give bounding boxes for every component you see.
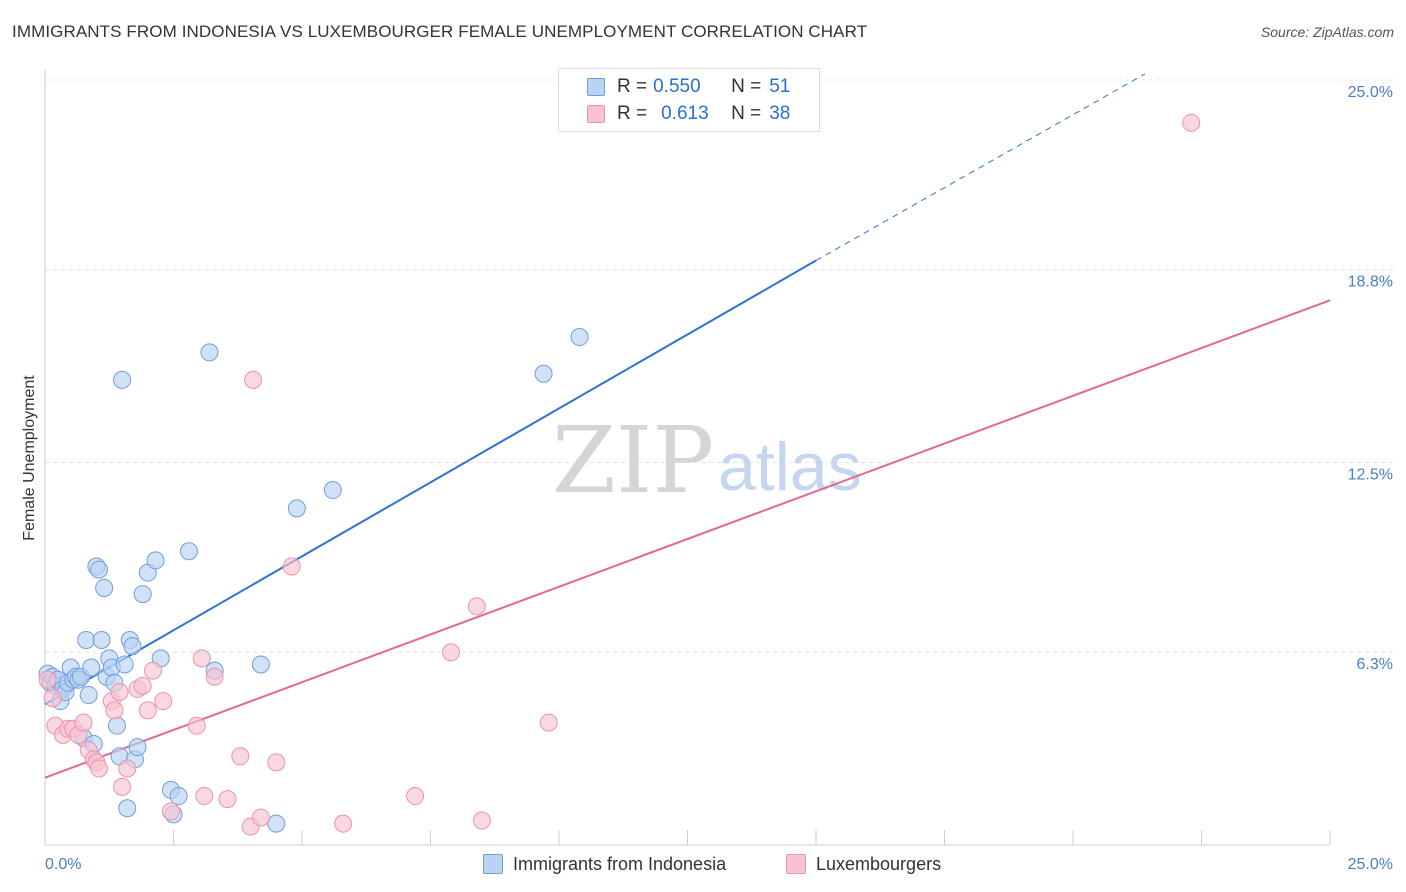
point-luxembourgers [472,811,491,830]
source-credit: Source: ZipAtlas.com [1260,24,1394,40]
point-luxembourgers [43,689,62,708]
point-luxembourgers [1182,113,1201,132]
point-indonesia [146,551,165,570]
point-indonesia [113,370,132,389]
point-luxembourgers [110,683,129,701]
x-tick-labels: 0.0% 25.0% [45,856,1393,873]
watermark-zip: ZIP [552,407,714,514]
bottom-legend-swatch-pink [786,854,806,874]
bottom-legend-label-indonesia: Immigrants from Indonesia [513,853,727,874]
legend-swatch-blue [587,78,605,96]
y-axis-label: Female Unemployment [21,375,38,541]
legend-n-value: 38 [769,103,791,124]
point-indonesia [200,343,219,362]
legend-n-label: N = [731,103,762,124]
stats-legend: R = 0.550 N = 51 R = 0.613 N = 38 [558,68,820,132]
point-luxembourgers [218,790,237,809]
point-indonesia [77,630,96,649]
bottom-legend-indonesia: Immigrants from Indonesia [483,852,726,876]
data-points [38,113,1201,836]
point-luxembourgers [467,597,486,616]
point-luxembourgers [154,692,173,711]
legend-r-value: 0.550 [653,76,701,97]
trend-lines [44,73,1331,779]
point-luxembourgers [133,676,152,695]
trend-line-luxembourgers [44,299,1331,779]
y-tick-label: 12.5% [1348,467,1393,484]
watermark-atlas: atlas [718,429,862,505]
y-tick-labels: 6.3% 12.5% 18.8% 25.0% [1348,84,1393,673]
point-indonesia [128,738,147,757]
point-luxembourgers [251,808,270,827]
point-luxembourgers [118,759,137,778]
point-indonesia [570,328,589,347]
legend-swatch-pink [587,105,605,123]
trend-line-indonesia [44,259,817,706]
point-indonesia [118,799,137,818]
point-indonesia [123,637,142,656]
point-indonesia [82,658,101,677]
chart-title: IMMIGRANTS FROM INDONESIA VS LUXEMBOURGE… [12,22,868,41]
point-luxembourgers [539,713,558,732]
point-luxembourgers [442,643,461,662]
point-indonesia [115,655,134,674]
point-luxembourgers [187,716,206,735]
point-luxembourgers [161,802,180,821]
point-indonesia [251,655,270,674]
y-tick-label: 25.0% [1348,84,1393,101]
bottom-legend-luxembourgers: Luxembourgers [786,852,941,876]
point-luxembourgers [89,759,108,778]
point-luxembourgers [334,814,353,833]
point-indonesia [107,716,126,735]
point-indonesia [95,578,114,597]
point-luxembourgers [138,701,157,720]
point-luxembourgers [113,777,132,796]
point-luxembourgers [406,787,425,806]
point-indonesia [287,499,306,518]
point-luxembourgers [205,667,224,686]
point-indonesia [79,686,98,705]
point-luxembourgers [244,370,263,389]
bottom-legend-swatch-blue [483,854,503,874]
point-indonesia [267,814,286,833]
point-luxembourgers [267,753,286,772]
point-luxembourgers [195,787,214,806]
point-luxembourgers [231,747,250,766]
point-indonesia [92,630,111,649]
point-luxembourgers [74,713,93,732]
point-luxembourgers [143,661,162,680]
legend-row-indonesia: R = 0.550 N = 51 [587,75,790,99]
y-tick-label: 6.3% [1357,656,1393,673]
point-indonesia [179,542,198,561]
legend-r-label: R = [617,76,648,97]
point-luxembourgers [105,701,124,720]
legend-r-label: R = [617,103,648,124]
point-luxembourgers [192,649,211,668]
point-luxembourgers [282,557,301,576]
trend-line-indonesia-extension [815,73,1146,261]
point-indonesia [534,364,553,383]
x-tick-label: 25.0% [1348,856,1393,873]
legend-r-value: 0.613 [661,103,709,124]
watermark: ZIP atlas [552,407,862,514]
point-indonesia [323,481,342,500]
bottom-legend-label-luxembourgers: Luxembourgers [816,853,942,874]
legend-row-luxembourgers: R = 0.613 N = 38 [587,102,790,126]
point-indonesia [89,560,108,579]
point-indonesia [133,585,152,604]
point-indonesia [169,787,188,806]
legend-n-label: N = [731,76,762,97]
axes [44,70,1331,846]
gridlines [45,79,1395,653]
point-luxembourgers [38,670,57,689]
legend-n-value: 51 [769,76,791,97]
x-tick-label: 0.0% [45,856,81,873]
y-tick-label: 18.8% [1348,274,1393,291]
